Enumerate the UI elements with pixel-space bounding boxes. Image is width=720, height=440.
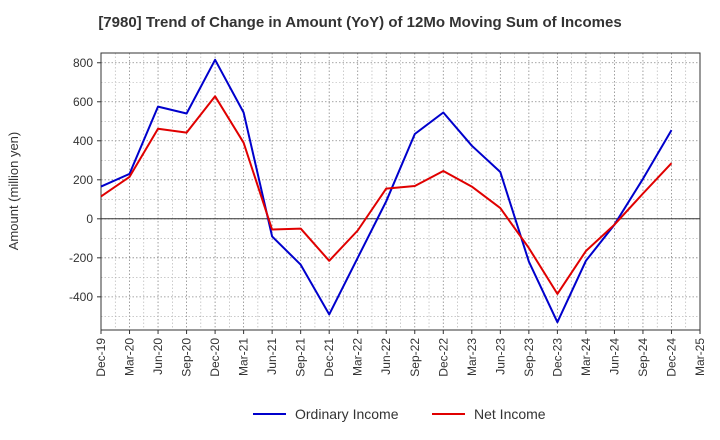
series-line-net-income <box>100 95 673 295</box>
y-tick-label: 0 <box>86 212 93 226</box>
x-tick-label: Dec-21 <box>322 338 336 377</box>
x-tick-label: Mar-25 <box>693 338 707 376</box>
legend-label: Ordinary Income <box>295 406 399 422</box>
series-line-ordinary-income <box>100 58 673 324</box>
y-tick-label: 800 <box>73 56 93 70</box>
x-tick-label: Jun-21 <box>265 338 279 375</box>
y-axis-ticks: -400 -200 0 200 400 600 800 <box>69 56 101 304</box>
series-layer <box>100 58 673 324</box>
x-tick-label: Sep-23 <box>522 338 536 377</box>
x-tick-label: Sep-24 <box>636 338 650 377</box>
x-tick-label: Mar-20 <box>123 338 137 376</box>
x-tick-label: Jun-22 <box>379 338 393 375</box>
x-tick-label: Dec-19 <box>94 338 108 377</box>
x-tick-label: Dec-20 <box>208 338 222 377</box>
y-axis-title: Amount (million yen) <box>6 132 21 251</box>
x-tick-label: Mar-24 <box>579 338 593 376</box>
x-tick-label: Jun-23 <box>493 338 507 375</box>
x-tick-label: Dec-24 <box>664 338 678 377</box>
x-tick-label: Mar-21 <box>237 338 251 376</box>
x-tick-label: Mar-23 <box>465 338 479 376</box>
chart-title: [7980] Trend of Change in Amount (YoY) o… <box>98 14 622 31</box>
grid <box>100 53 701 330</box>
legend: Ordinary Income Net Income <box>253 406 546 422</box>
x-tick-label: Jun-20 <box>151 338 165 375</box>
y-tick-label: 400 <box>73 134 93 148</box>
y-tick-label: 200 <box>73 173 93 187</box>
y-tick-label: -200 <box>69 251 93 265</box>
x-tick-label: Jun-24 <box>607 338 621 375</box>
x-tick-label: Dec-23 <box>550 338 564 377</box>
legend-label: Net Income <box>474 406 546 422</box>
y-tick-label: 600 <box>73 95 93 109</box>
x-axis-ticks: Dec-19 Mar-20 Jun-20 Sep-20 Dec-20 Mar-21 Jun-… <box>94 330 707 377</box>
x-tick-label: Dec-22 <box>436 338 450 377</box>
x-tick-label: Sep-22 <box>408 338 422 377</box>
x-tick-label: Sep-20 <box>180 338 194 377</box>
plot-frame <box>100 52 701 331</box>
x-tick-label: Sep-21 <box>294 338 308 377</box>
x-tick-label: Mar-22 <box>351 338 365 376</box>
y-tick-label: -400 <box>69 290 93 304</box>
